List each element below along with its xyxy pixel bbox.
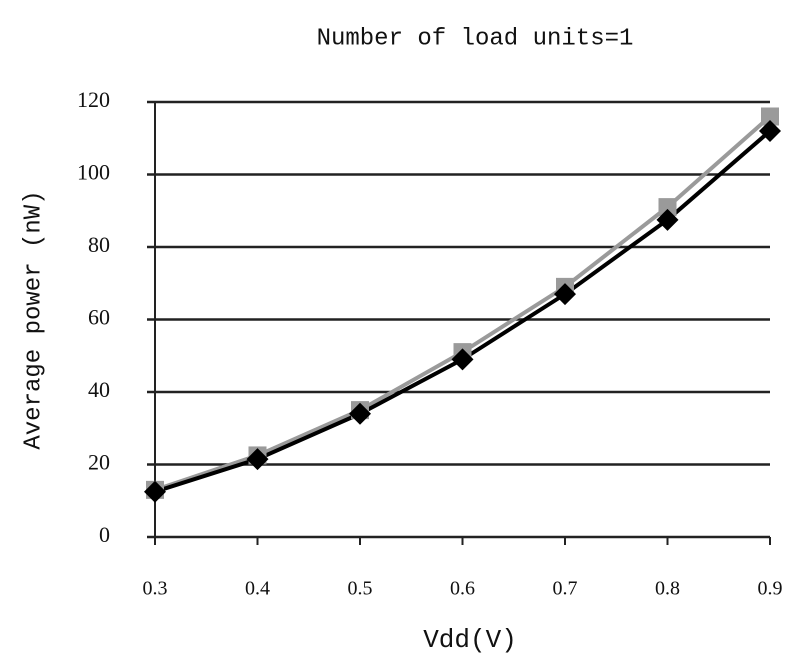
diamond-marker <box>246 448 269 471</box>
square-marker <box>761 107 779 126</box>
y-tick-label: 120 <box>77 87 110 112</box>
y-tick-label: 100 <box>77 160 110 185</box>
y-tick-label: 0 <box>99 522 110 547</box>
series-line <box>154 115 772 492</box>
x-tick-label: 0.4 <box>245 578 270 600</box>
y-axis-label: Average power (nW) <box>20 190 47 449</box>
x-tick-label: 0.3 <box>143 578 168 600</box>
x-tick-label: 0.8 <box>655 578 680 600</box>
x-tick-label: 0.5 <box>348 578 373 600</box>
y-tick-label: 20 <box>88 450 110 475</box>
chart-title: Number of load units=1 <box>317 25 634 52</box>
square-marker <box>658 198 677 217</box>
y-tick-label: 60 <box>88 305 110 330</box>
diamond-marker <box>349 402 371 425</box>
diamond-marker <box>656 208 679 231</box>
diamond-marker <box>451 348 474 371</box>
diamond-marker <box>144 480 166 503</box>
diamond-marker <box>554 283 576 306</box>
x-tick-label: 0.6 <box>450 578 475 600</box>
y-tick-label: 40 <box>88 377 110 402</box>
x-tick-label: 0.9 <box>758 578 783 600</box>
series-line <box>154 129 772 494</box>
x-tick-label: 0.7 <box>553 578 578 600</box>
diamond-marker <box>759 120 781 142</box>
y-tick-label: 80 <box>88 232 110 257</box>
x-axis-label: Vdd(V) <box>423 625 517 655</box>
